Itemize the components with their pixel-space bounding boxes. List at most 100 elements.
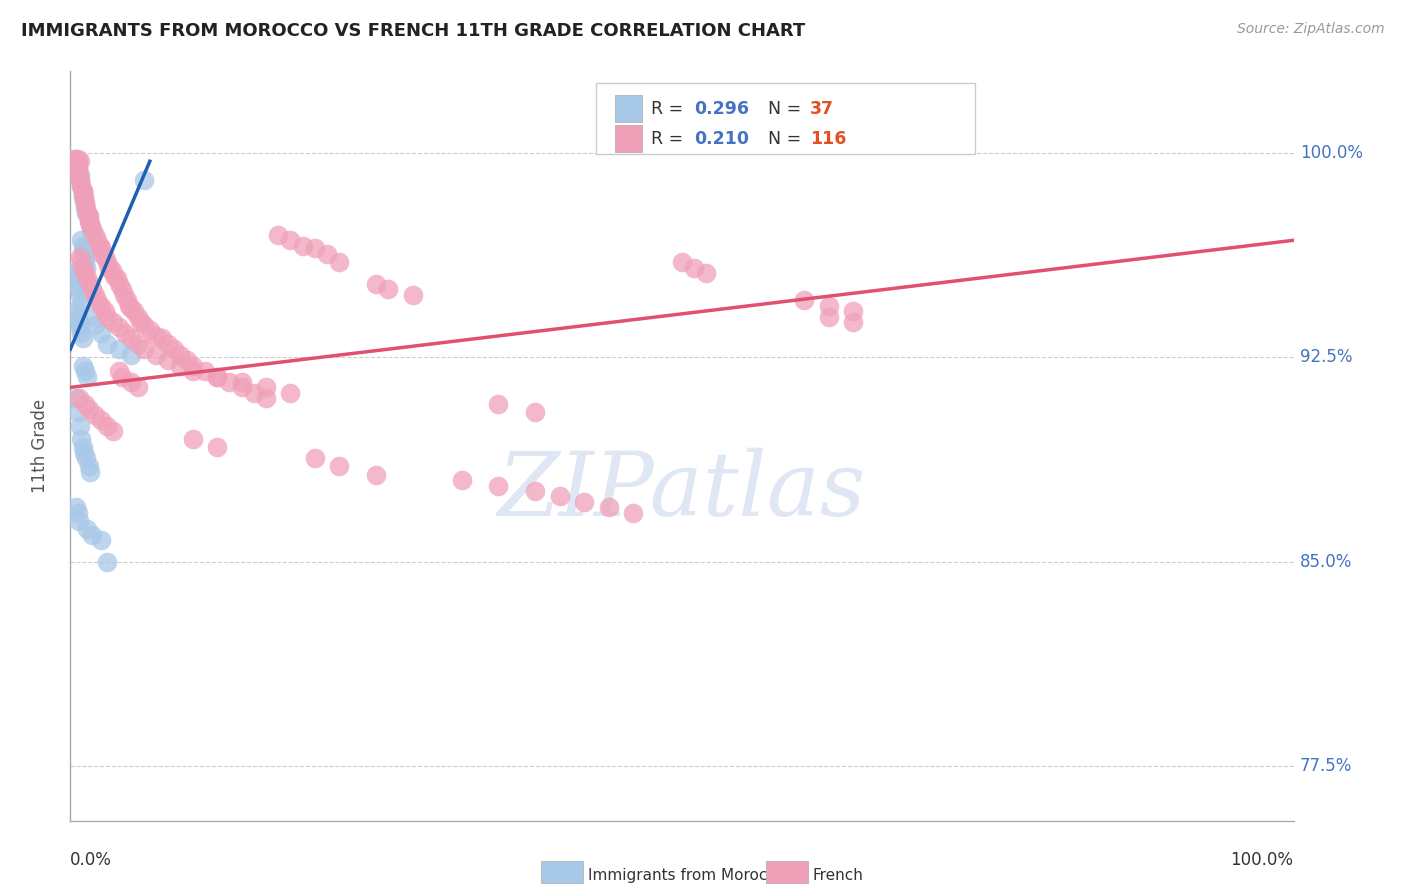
Point: [205, 369, 228, 384]
Point: [76, 271, 98, 285]
Point: [157, 336, 180, 351]
Point: [70, 255, 93, 269]
Point: [683, 260, 706, 275]
Point: [169, 359, 191, 373]
Point: [118, 299, 141, 313]
Point: [73, 250, 96, 264]
Point: [304, 451, 326, 466]
Point: [121, 375, 143, 389]
Point: [79, 277, 101, 291]
Bar: [614, 95, 641, 122]
Point: [75, 260, 97, 275]
Point: [89, 238, 111, 252]
Point: [72, 260, 94, 275]
Point: [98, 260, 121, 275]
Point: [69, 320, 91, 334]
Point: [83, 318, 105, 332]
Point: [69, 287, 91, 301]
Point: [66, 152, 89, 166]
Point: [86, 233, 108, 247]
Point: [66, 310, 89, 324]
Point: [67, 168, 90, 182]
Point: [598, 500, 620, 515]
Point: [121, 331, 143, 345]
Point: [524, 405, 547, 419]
Point: [139, 323, 162, 337]
Point: [72, 359, 94, 373]
Point: [82, 227, 104, 242]
Point: [83, 408, 105, 422]
Point: [65, 500, 87, 515]
Point: [145, 348, 167, 362]
Point: [842, 315, 865, 329]
Text: 0.0%: 0.0%: [70, 851, 112, 869]
Point: [194, 364, 217, 378]
Point: [72, 331, 94, 345]
Point: [77, 214, 100, 228]
Text: N =: N =: [768, 100, 806, 118]
Point: [114, 326, 136, 340]
Text: N =: N =: [768, 129, 806, 147]
Point: [91, 247, 114, 261]
Point: [66, 162, 89, 177]
Point: [101, 263, 124, 277]
Point: [695, 266, 717, 280]
Point: [70, 178, 93, 193]
Text: IMMIGRANTS FROM MOROCCO VS FRENCH 11TH GRADE CORRELATION CHART: IMMIGRANTS FROM MOROCCO VS FRENCH 11TH G…: [21, 22, 806, 40]
Text: 85.0%: 85.0%: [1299, 553, 1353, 571]
Point: [129, 315, 152, 329]
Point: [96, 555, 118, 569]
Point: [72, 441, 94, 455]
Point: [243, 385, 266, 400]
Point: [793, 293, 815, 308]
Point: [69, 173, 91, 187]
Point: [316, 247, 339, 261]
Point: [366, 467, 388, 482]
Text: French: French: [813, 869, 863, 883]
Point: [817, 310, 839, 324]
Point: [77, 459, 100, 474]
Point: [76, 522, 98, 536]
Point: [73, 446, 96, 460]
Point: [304, 242, 326, 256]
Text: ZIPatlas: ZIPatlas: [498, 448, 866, 534]
Point: [66, 162, 89, 177]
Point: [181, 364, 204, 378]
Point: [76, 206, 98, 220]
Point: [73, 201, 96, 215]
Point: [79, 310, 101, 324]
Point: [72, 190, 94, 204]
Point: [127, 380, 149, 394]
Point: [65, 157, 87, 171]
Point: [450, 473, 472, 487]
Point: [63, 152, 86, 166]
Point: [842, 304, 865, 318]
Point: [280, 385, 302, 400]
Point: [108, 364, 131, 378]
Point: [79, 465, 101, 479]
Point: [267, 227, 290, 242]
Text: R =: R =: [651, 100, 689, 118]
Point: [218, 375, 240, 389]
Point: [291, 238, 314, 252]
Point: [111, 369, 134, 384]
Point: [366, 277, 388, 291]
Point: [254, 380, 277, 394]
Point: [127, 310, 149, 324]
Point: [90, 326, 112, 340]
Point: [176, 353, 198, 368]
Point: [63, 266, 86, 280]
Point: [254, 392, 277, 406]
Point: [96, 336, 118, 351]
Point: [231, 375, 253, 389]
Point: [77, 209, 100, 223]
Text: 92.5%: 92.5%: [1299, 349, 1353, 367]
Point: [70, 432, 93, 446]
Text: 11th Grade: 11th Grade: [31, 399, 49, 493]
Point: [77, 402, 100, 417]
Point: [524, 483, 547, 498]
Point: [132, 173, 155, 187]
Point: [73, 195, 96, 210]
Point: [63, 152, 86, 166]
Point: [108, 320, 131, 334]
